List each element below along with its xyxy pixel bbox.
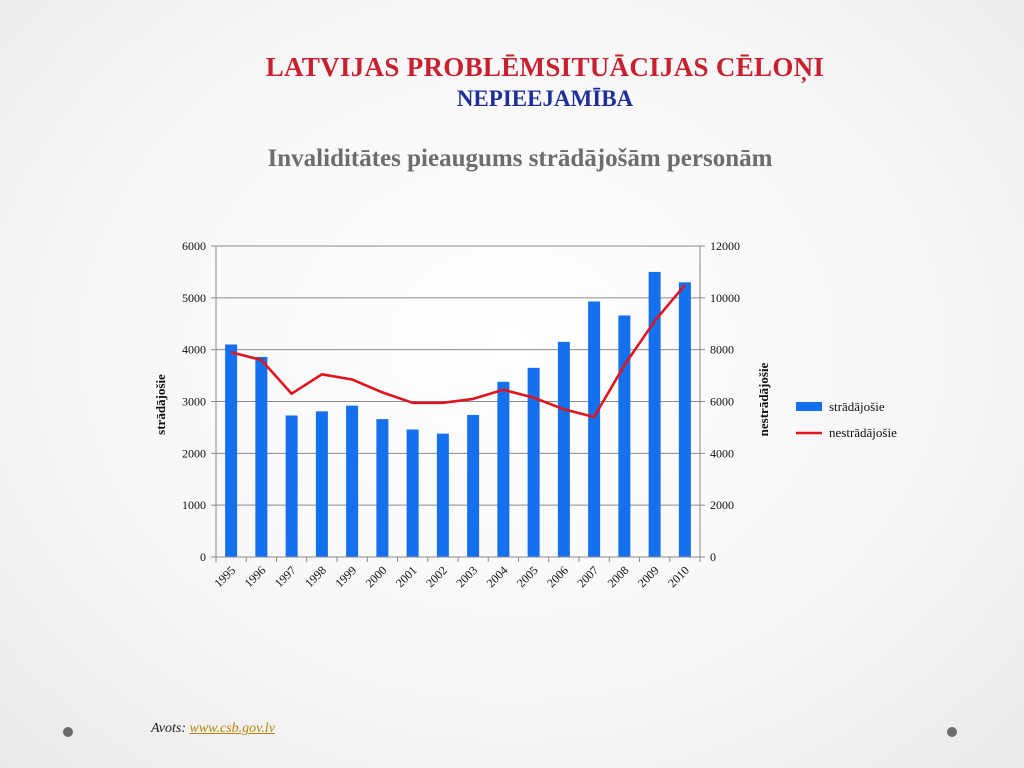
x-tick-label: 2009 (635, 563, 662, 590)
y2-tick-label: 2000 (710, 498, 734, 512)
x-tick-label: 1999 (332, 563, 359, 590)
x-tick-label: 2006 (544, 563, 571, 590)
bar-strada-josie (225, 344, 238, 557)
x-tick-label: 2010 (665, 563, 692, 590)
axes (211, 245, 705, 562)
x-tick-label: 1996 (242, 563, 269, 590)
legend-label-line: nestrādājošie (829, 425, 897, 440)
y-axis-title: strādājošie (153, 374, 168, 435)
bar-strada-josie (557, 341, 570, 557)
x-tick-label: 2007 (574, 563, 601, 590)
x-tick-label: 2004 (484, 563, 511, 590)
legend-swatch-bar (796, 402, 822, 411)
bar-strada-josie (497, 381, 510, 557)
x-tick-label: 1998 (302, 563, 329, 590)
legend-label-bar: strādājošie (829, 399, 885, 414)
bar-strada-josie (406, 429, 419, 557)
x-tick-label: 2000 (363, 563, 390, 590)
chart-heading: Invaliditātes pieaugums strādājošām pers… (267, 145, 773, 172)
y2-tick-label: 6000 (710, 395, 734, 409)
bar-strada-josie (588, 301, 601, 557)
bar-strada-josie (376, 419, 389, 557)
bar-strada-josie (618, 315, 631, 557)
y-tick-label: 6000 (182, 239, 206, 253)
bar-strada-josie (436, 433, 449, 557)
x-tick-label: 2003 (453, 563, 480, 590)
left-bullet-dot (63, 727, 73, 737)
x-tick-label: 2008 (605, 563, 632, 590)
x-tick-label: 2001 (393, 563, 420, 590)
bar-strada-josie (285, 415, 298, 557)
x-tick-label: 2002 (423, 563, 450, 590)
legend: strādājošie nestrādājošie (796, 399, 897, 440)
bar-strada-josie (255, 356, 268, 557)
bar-strada-josie (678, 282, 691, 557)
y2-tick-label: 8000 (710, 343, 734, 357)
x-tick-label: 2005 (514, 563, 541, 590)
bar-strada-josie (527, 367, 540, 557)
y-tick-label: 3000 (182, 395, 206, 409)
source-link[interactable]: www.csb.gov.lv (189, 721, 275, 736)
y-tick-label: 0 (200, 550, 206, 564)
y2-tick-label: 10000 (710, 291, 740, 305)
bar-strada-josie (467, 414, 480, 557)
source-label: Avots: (151, 721, 186, 736)
line-series (230, 284, 686, 419)
y-tick-label: 2000 (182, 446, 206, 460)
y-tick-label: 4000 (182, 343, 206, 357)
y2-axis-title: nestrādājošie (756, 362, 771, 436)
x-tick-label: 1995 (211, 563, 238, 590)
bar-strada-josie (648, 271, 661, 557)
line-nestrada-josie (230, 284, 686, 419)
y2-tick-label: 0 (710, 550, 716, 564)
slide-subtitle: NEPIEEJAMĪBA (456, 86, 634, 111)
slide-title: LATVIJAS PROBLĒMSITUĀCIJAS CĒLOŅI (265, 52, 825, 82)
source-note: Avots: www.csb.gov.lv (151, 721, 275, 737)
bar-series (225, 271, 691, 557)
y2-tick-label: 12000 (710, 239, 740, 253)
bar-strada-josie (315, 411, 328, 557)
x-tick-label: 1997 (272, 563, 299, 590)
right-bullet-dot (947, 727, 957, 737)
y2-tick-label: 4000 (710, 446, 734, 460)
y-tick-label: 1000 (182, 498, 206, 512)
bar-strada-josie (346, 405, 359, 557)
y-tick-label: 5000 (182, 291, 206, 305)
